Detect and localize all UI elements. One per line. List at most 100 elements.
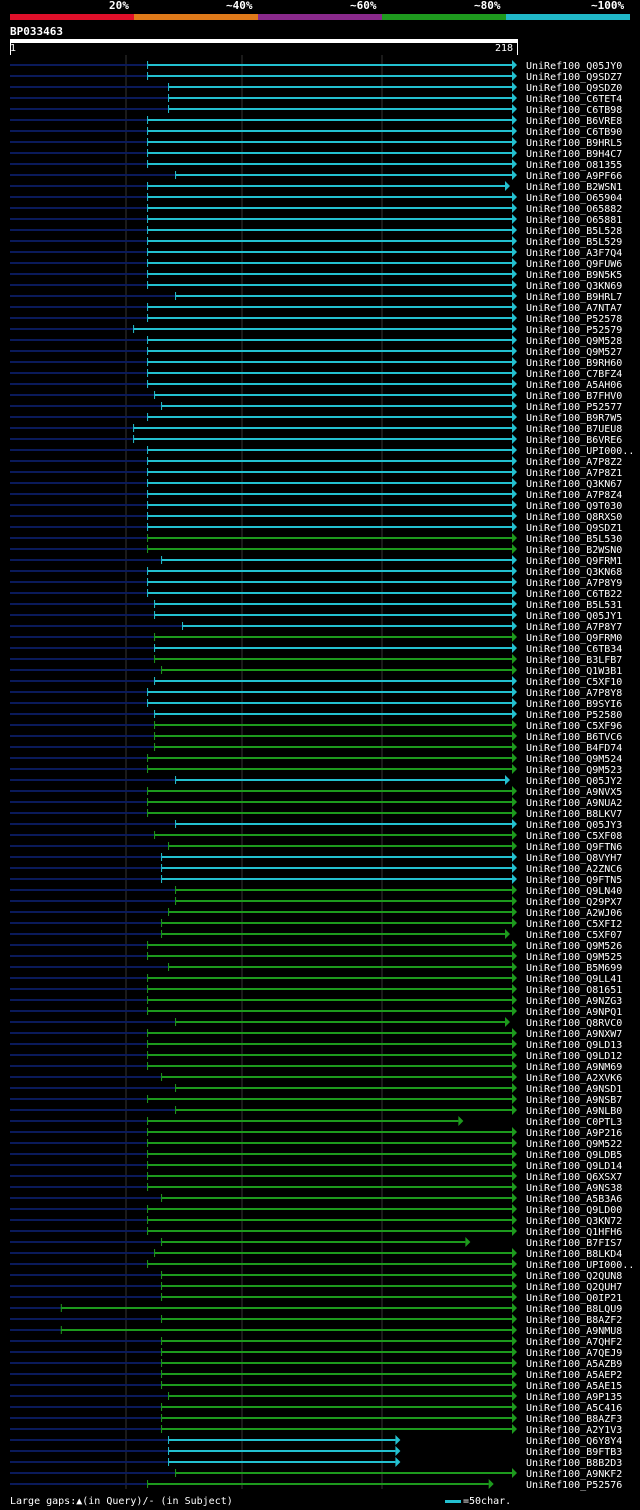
hit-label[interactable]: UniRef100_C5XF07 [526,930,622,941]
hit-label[interactable]: UniRef100_B4FD74 [526,743,622,754]
hit-row[interactable]: UniRef100_C7BFZ4 [10,368,622,380]
hit-label[interactable]: UniRef100_O65881 [526,215,622,226]
hit-label[interactable]: UniRef100_B6VRE8 [526,116,622,127]
hit-row[interactable]: UniRef100_Q9FTN6 [10,841,622,853]
hit-label[interactable]: UniRef100_B5M699 [526,963,622,974]
hit-label[interactable]: UniRef100_Q9M523 [526,765,622,776]
hit-row[interactable]: UniRef100_B6TVC6 [10,731,622,743]
hit-label[interactable]: UniRef100_Q3KN69 [526,281,622,292]
hit-label[interactable]: UniRef100_A9NXW7 [526,1029,622,1040]
hit-row[interactable]: UniRef100_B5L529 [10,236,622,248]
hit-row[interactable]: UniRef100_Q9SDZ0 [10,82,622,94]
hit-row[interactable]: UniRef100_Q9FRM1 [10,555,622,567]
hit-row[interactable]: UniRef100_C0PTL3 [10,1116,622,1128]
hit-label[interactable]: UniRef100_Q9FTN6 [526,842,622,853]
hit-row[interactable]: UniRef100_Q9LD00 [10,1204,622,1216]
hit-row[interactable]: UniRef100_A5AZB9 [10,1358,622,1370]
hit-label[interactable]: UniRef100_P52579 [526,325,622,336]
hit-label[interactable]: UniRef100_Q8RVC0 [526,1018,622,1029]
hit-label[interactable]: UniRef100_A9NSB7 [526,1095,622,1106]
hit-row[interactable]: UniRef100_C5XF08 [10,830,622,842]
hit-row[interactable]: UniRef100_Q8RXS0 [10,511,622,523]
hit-row[interactable]: UniRef100_Q9LL41 [10,973,622,985]
hit-row[interactable]: UniRef100_A7P8Y9 [10,577,622,589]
hit-row[interactable]: UniRef100_P52576 [10,1479,622,1491]
hit-row[interactable]: UniRef100_C6TB22 [10,588,622,600]
hit-label[interactable]: UniRef100_B5L530 [526,534,622,545]
hit-label[interactable]: UniRef100_Q8VYH7 [526,853,622,864]
hit-label[interactable]: UniRef100_B9SYI6 [526,699,622,710]
hit-row[interactable]: UniRef100_B5L528 [10,225,622,237]
hit-label[interactable]: UniRef100_B9HRL5 [526,138,622,149]
hit-label[interactable]: UniRef100_A5AEP2 [526,1370,622,1381]
hit-label[interactable]: UniRef100_A7NTA7 [526,303,622,314]
hit-row[interactable]: UniRef100_B6VRE8 [10,115,622,127]
hit-label[interactable]: UniRef100_C5XF96 [526,721,622,732]
hit-row[interactable]: UniRef100_P52577 [10,401,622,413]
hit-row[interactable]: UniRef100_A9NM69 [10,1061,622,1073]
hit-label[interactable]: UniRef100_Q9FTN5 [526,875,622,886]
hit-row[interactable]: UniRef100_A5AE15 [10,1380,622,1392]
hit-row[interactable]: UniRef100_B8AZF3 [10,1413,622,1425]
hit-row[interactable]: UniRef100_B9HRL5 [10,137,622,149]
hit-label[interactable]: UniRef100_A2Y1V3 [526,1425,622,1436]
hit-label[interactable]: UniRef100_Q9LD13 [526,1040,622,1051]
hit-label[interactable]: UniRef100_Q9FUW6 [526,259,622,270]
hit-row[interactable]: UniRef100_P52579 [10,324,622,336]
hit-label[interactable]: UniRef100_Q2QUN8 [526,1271,622,1282]
hit-label[interactable]: UniRef100_A5AZB9 [526,1359,622,1370]
hit-label[interactable]: UniRef100_O65904 [526,193,622,204]
hit-row[interactable]: UniRef100_Q9LD13 [10,1039,622,1051]
hit-row[interactable]: UniRef100_B8LKD4 [10,1248,622,1260]
hit-row[interactable]: UniRef100_C5XF07 [10,929,622,941]
hit-label[interactable]: UniRef100_Q9M526 [526,941,622,952]
hit-row[interactable]: UniRef100_UPI000.. [10,445,634,457]
hit-row[interactable]: UniRef100_O81355 [10,159,622,171]
hit-label[interactable]: UniRef100_A9NSD1 [526,1084,622,1095]
hit-row[interactable]: UniRef100_Q3KN69 [10,280,622,292]
hit-label[interactable]: UniRef100_A9NM69 [526,1062,622,1073]
hit-label[interactable]: UniRef100_A9NPQ1 [526,1007,622,1018]
hit-label[interactable]: UniRef100_UPI000.. [526,446,634,457]
hit-row[interactable]: UniRef100_B9HRL7 [10,291,622,303]
hit-label[interactable]: UniRef100_B9N5K5 [526,270,622,281]
hit-row[interactable]: UniRef100_B6VRE6 [10,434,622,446]
hit-label[interactable]: UniRef100_C6TB34 [526,644,622,655]
hit-label[interactable]: UniRef100_O81355 [526,160,622,171]
hit-row[interactable]: UniRef100_A7QEJ9 [10,1347,622,1359]
hit-row[interactable]: UniRef100_A9NVX5 [10,786,622,798]
hit-row[interactable]: UniRef100_Q9SDZ7 [10,71,622,83]
hit-row[interactable]: UniRef100_A2WJ06 [10,907,622,919]
hit-row[interactable]: UniRef100_Q05JY3 [10,819,622,831]
hit-row[interactable]: UniRef100_Q05JY0 [10,60,622,72]
hit-row[interactable]: UniRef100_Q9FTN5 [10,874,622,886]
hit-row[interactable]: UniRef100_O65882 [10,203,622,215]
hit-label[interactable]: UniRef100_A5AE15 [526,1381,622,1392]
hit-row[interactable]: UniRef100_A7P8Z1 [10,467,622,479]
hit-row[interactable]: UniRef100_C5XF96 [10,720,622,732]
hit-row[interactable]: UniRef100_Q9T030 [10,500,622,512]
hit-row[interactable]: UniRef100_A9NS38 [10,1182,622,1194]
hit-row[interactable]: UniRef100_B2WSN1 [10,181,622,193]
hit-label[interactable]: UniRef100_C6TB98 [526,105,622,116]
hit-label[interactable]: UniRef100_Q9LL41 [526,974,622,985]
hit-label[interactable]: UniRef100_P52578 [526,314,622,325]
hit-label[interactable]: UniRef100_Q9LDB5 [526,1150,622,1161]
hit-row[interactable]: UniRef100_C5XF10 [10,676,622,688]
hit-row[interactable]: UniRef100_A2ZNC6 [10,863,622,875]
hit-label[interactable]: UniRef100_B9R7W5 [526,413,622,424]
hit-label[interactable]: UniRef100_Q6Y8Y4 [526,1436,622,1447]
hit-label[interactable]: UniRef100_Q9M527 [526,347,622,358]
hit-row[interactable]: UniRef100_Q9M527 [10,346,622,358]
hit-label[interactable]: UniRef100_P52577 [526,402,622,413]
hit-row[interactable]: UniRef100_Q8VYH7 [10,852,622,864]
hit-label[interactable]: UniRef100_A5AH06 [526,380,622,391]
hit-row[interactable]: UniRef100_A5AH06 [10,379,622,391]
hit-label[interactable]: UniRef100_B7FIS7 [526,1238,622,1249]
hit-label[interactable]: UniRef100_B8LQU9 [526,1304,622,1315]
hit-row[interactable]: UniRef100_A9NSD1 [10,1083,622,1095]
hit-label[interactable]: UniRef100_P52576 [526,1480,622,1491]
hit-row[interactable]: UniRef100_A9NPQ1 [10,1006,622,1018]
hit-row[interactable]: UniRef100_Q9SDZ1 [10,522,622,534]
hit-label[interactable]: UniRef100_Q9M525 [526,952,622,963]
